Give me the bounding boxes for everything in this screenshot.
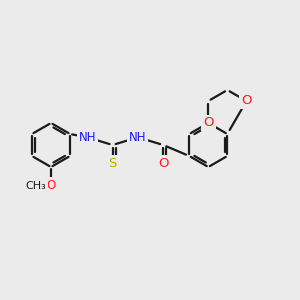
Text: O: O xyxy=(241,94,252,107)
Text: O: O xyxy=(203,116,214,130)
Text: CH₃: CH₃ xyxy=(25,181,46,191)
Text: O: O xyxy=(46,179,56,192)
Text: O: O xyxy=(158,157,169,170)
Text: NH: NH xyxy=(129,131,147,144)
Text: NH: NH xyxy=(79,131,96,144)
Text: S: S xyxy=(108,157,117,170)
